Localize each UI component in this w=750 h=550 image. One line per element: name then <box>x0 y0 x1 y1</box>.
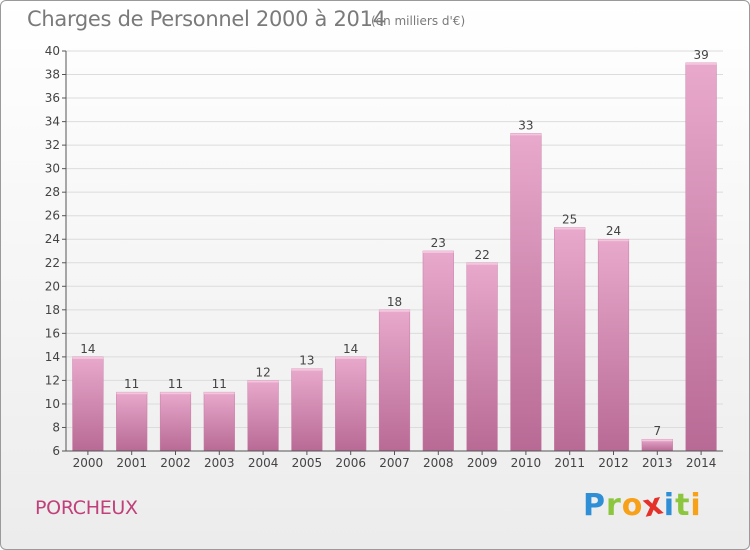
bar-2006 <box>335 356 367 452</box>
bar-2001 <box>116 391 148 452</box>
data-label-2004: 12 <box>255 365 270 379</box>
y-tick-label: 22 <box>45 256 60 270</box>
data-label-2012: 24 <box>606 224 621 238</box>
y-tick-label: 32 <box>45 138 60 152</box>
bar-2000 <box>72 356 104 452</box>
logo-letter: r <box>606 488 622 523</box>
logo-letter: t <box>675 488 691 523</box>
x-tick-label-2004: 2004 <box>248 456 279 470</box>
x-tick-label-2011: 2011 <box>554 456 585 470</box>
axes: 6 8 10 12 14 16 18 20 22 24 26 28 30 32 34 36 38 40 2000 20… <box>45 44 723 470</box>
bar-top-highlight <box>466 262 498 265</box>
bar-top-highlight <box>510 133 542 136</box>
data-label-2014: 39 <box>693 48 708 62</box>
y-tick-label: 34 <box>45 115 60 129</box>
y-tick-label: 38 <box>45 68 60 82</box>
logo-letter: i <box>690 488 702 523</box>
bar-2005 <box>291 368 323 452</box>
y-tick-label: 26 <box>45 209 60 223</box>
y-tick-label: 28 <box>45 185 60 199</box>
x-tick-label-2013: 2013 <box>642 456 673 470</box>
x-tick-label-2000: 2000 <box>73 456 104 470</box>
data-label-2005: 13 <box>299 354 314 368</box>
y-tick-label: 14 <box>45 350 60 364</box>
data-label-2009: 22 <box>474 248 489 262</box>
chart-subtitle: (en milliers d'€) <box>371 14 466 28</box>
bar-top-highlight <box>554 227 586 230</box>
proxiti-logo[interactable]: Proxiti <box>583 486 702 524</box>
x-tick-label-2008: 2008 <box>423 456 454 470</box>
y-tick-label: 12 <box>45 373 60 387</box>
logo-letter: P <box>583 488 606 523</box>
x-tick-label-2005: 2005 <box>292 456 323 470</box>
data-label-2013: 7 <box>653 424 661 438</box>
chart-title: Charges de Personnel 2000 à 2014 <box>27 7 386 31</box>
logo-letter: o <box>621 488 644 523</box>
y-tick-label: 6 <box>52 444 60 458</box>
bar-top-highlight <box>72 356 104 359</box>
bar-top-highlight <box>422 251 454 253</box>
bar-2007 <box>378 309 411 452</box>
y-tick-label: 10 <box>45 397 60 411</box>
commune-name: PORCHEUX <box>35 497 138 519</box>
bar-2004 <box>247 380 279 452</box>
bar-2002 <box>159 391 192 452</box>
x-tick-label-2002: 2002 <box>160 456 191 470</box>
y-tick-label: 20 <box>45 279 60 293</box>
bar-top-highlight <box>247 380 279 383</box>
bar-2009 <box>466 262 498 452</box>
x-tick-label-2014: 2014 <box>686 456 717 470</box>
bar-top-highlight <box>641 439 673 442</box>
x-tick-label-2012: 2012 <box>598 456 629 470</box>
x-tick-label-2007: 2007 <box>379 456 410 470</box>
data-label-2006: 14 <box>343 342 358 356</box>
y-tick-label: 18 <box>45 303 60 317</box>
x-tick-label-2009: 2009 <box>467 456 498 470</box>
y-tick-label: 36 <box>45 91 60 105</box>
data-label-2001: 11 <box>124 377 139 391</box>
bar-2014 <box>685 62 717 452</box>
bar-2003 <box>203 391 235 452</box>
y-tick-label: 16 <box>45 326 60 340</box>
data-label-2010: 33 <box>518 118 533 132</box>
y-tick-label: 8 <box>52 420 60 434</box>
bars: 14 11 11 11 12 13 14 18 23 22 33 25 24 7 39 <box>72 48 717 452</box>
bar-2012 <box>597 238 630 452</box>
data-label-2003: 11 <box>212 377 227 391</box>
bar-top-highlight <box>379 309 410 312</box>
bar-top-highlight <box>116 392 148 395</box>
bar-2008 <box>422 250 454 452</box>
bar-top-highlight <box>160 392 191 395</box>
bar-top-highlight <box>685 62 717 65</box>
bar-2010 <box>510 133 542 452</box>
bar-top-highlight <box>335 356 367 359</box>
logo-letter: i <box>663 488 676 523</box>
y-tick-label: 24 <box>45 232 60 246</box>
y-tick-label: 30 <box>45 162 60 176</box>
x-tick-label-2006: 2006 <box>335 456 366 470</box>
bar-2011 <box>554 227 586 452</box>
y-tick-label: 40 <box>45 44 60 58</box>
bar-top-highlight <box>291 368 323 371</box>
bar-top-highlight <box>598 239 629 242</box>
x-tick-label-2001: 2001 <box>116 456 147 470</box>
bar-top-highlight <box>203 392 235 395</box>
x-tick-label-2003: 2003 <box>204 456 235 470</box>
data-label-2011: 25 <box>562 212 577 226</box>
x-tick-label-2010: 2010 <box>511 456 542 470</box>
data-label-2002: 11 <box>168 377 183 391</box>
data-label-2000: 14 <box>80 342 95 356</box>
data-label-2008: 23 <box>431 236 446 250</box>
data-label-2007: 18 <box>387 295 402 309</box>
